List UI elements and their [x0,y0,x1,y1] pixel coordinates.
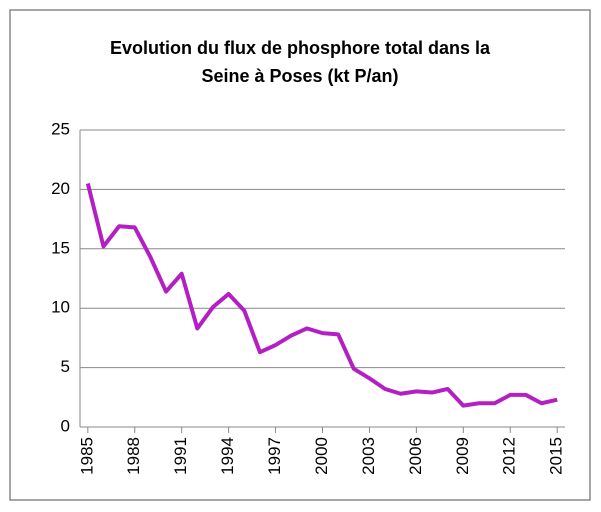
x-tick-label: 1988 [124,437,143,475]
x-tick-label: 2006 [406,437,425,475]
y-tick-label: 20 [51,179,70,198]
x-tick-label: 1991 [171,437,190,475]
x-tick-label: 2000 [312,437,331,475]
y-tick-label: 15 [51,238,70,257]
y-tick-label: 10 [51,298,70,317]
x-tick-label: 2015 [547,437,566,475]
x-tick-label: 1985 [77,437,96,475]
x-tick-label: 2012 [500,437,519,475]
x-tick-label: 1994 [218,437,237,475]
x-tick-label: 2009 [453,437,472,475]
y-tick-label: 0 [61,416,70,435]
chart-frame [9,9,591,501]
chart-title: Evolution du flux de phosphore total dan… [109,38,490,86]
data-line [85,182,558,408]
x-tick-label: 2003 [359,437,378,475]
x-tick-label: 1997 [265,437,284,475]
y-tick-label: 5 [61,357,70,376]
y-tick-label: 25 [51,119,70,138]
